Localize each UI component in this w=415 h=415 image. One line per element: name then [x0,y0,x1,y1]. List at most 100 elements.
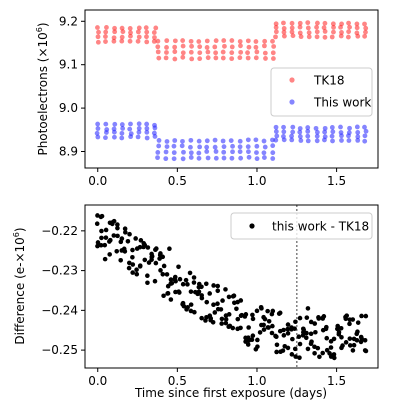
data-point [259,306,264,311]
data-point [331,24,336,30]
data-point [273,129,279,134]
data-point [235,316,241,322]
data-point [107,239,112,244]
data-point [362,124,367,130]
data-point [177,290,182,295]
data-point [354,331,360,337]
data-point [354,25,360,31]
data-point [293,319,298,325]
legend-marker-difference [249,223,255,229]
data-point [161,293,166,299]
legend-marker-this-work [289,99,295,105]
data-point [276,311,282,316]
data-point [329,34,335,40]
data-point [274,133,280,139]
data-point [120,29,126,35]
top-legend: TK18 This work [270,67,373,117]
data-point [297,129,303,135]
data-point [196,150,202,156]
data-point [222,43,227,49]
data-point [120,126,126,131]
data-point [297,315,303,321]
data-point [316,315,321,320]
bottom-x-axis-label: Time since first exposure (days) [134,386,327,400]
bottom-panel: 0.0 0.5 1.0 1.5 −0.25 −0.24 −0.23 −0.22 Differ… [12,204,379,400]
data-point [95,121,101,127]
data-point [172,56,178,62]
data-point [234,306,239,312]
data-point [338,33,344,39]
data-point [223,317,229,322]
data-point [281,327,286,333]
data-point [253,44,259,50]
data-point [95,25,100,30]
data-point [304,315,310,320]
data-point [245,50,250,56]
data-point [127,38,133,44]
data-point [127,126,133,132]
legend-marker-tk18 [289,77,295,83]
data-point [188,49,194,55]
data-point [322,34,328,40]
data-point [176,264,181,270]
data-point [187,270,193,276]
data-point [188,144,193,150]
data-point [312,350,317,356]
data-point [270,50,276,56]
data-point [107,252,112,257]
data-point [305,20,311,26]
data-point [230,294,236,299]
data-point [346,20,351,26]
data-point [155,38,161,44]
data-point [261,150,267,156]
data-point [354,21,360,27]
data-point [153,260,159,266]
data-point [257,330,263,335]
data-point [126,260,132,266]
data-point [213,50,219,56]
data-point [151,38,157,44]
data-point [144,29,150,35]
x-tick-label: 0.0 [88,374,107,388]
data-point [253,137,259,143]
data-point [127,25,133,31]
data-point [220,298,225,303]
data-point [338,24,343,30]
data-point [321,25,327,31]
bottom-x-ticks: 0.0 0.5 1.0 1.5 [88,368,346,388]
data-point [285,326,290,332]
data-point [122,249,128,254]
data-point [212,310,218,315]
data-point [103,227,109,233]
data-point [208,316,214,321]
data-point [347,321,352,327]
data-point [204,138,210,144]
data-point [324,335,330,341]
data-point [218,307,224,312]
data-point [323,326,329,332]
data-point [103,29,109,35]
data-point [246,325,251,330]
data-point [261,138,267,144]
data-point [331,336,337,342]
data-point [359,313,364,319]
data-point [292,326,297,331]
data-point [112,29,118,35]
data-point [111,38,117,44]
data-point [297,134,303,139]
data-point [220,55,226,61]
data-point [285,345,291,351]
y-tick-label: 9.1 [59,58,78,72]
data-point [298,34,304,40]
data-point [95,34,101,40]
data-point [293,354,298,359]
data-point [204,45,210,50]
data-point [355,33,361,39]
data-point [281,20,286,26]
data-point [305,138,311,144]
data-point [262,43,267,49]
data-point [215,301,220,307]
bottom-y-axis-label: Difference (e-×106) [12,227,27,344]
data-point [122,226,128,232]
data-point [183,277,189,283]
